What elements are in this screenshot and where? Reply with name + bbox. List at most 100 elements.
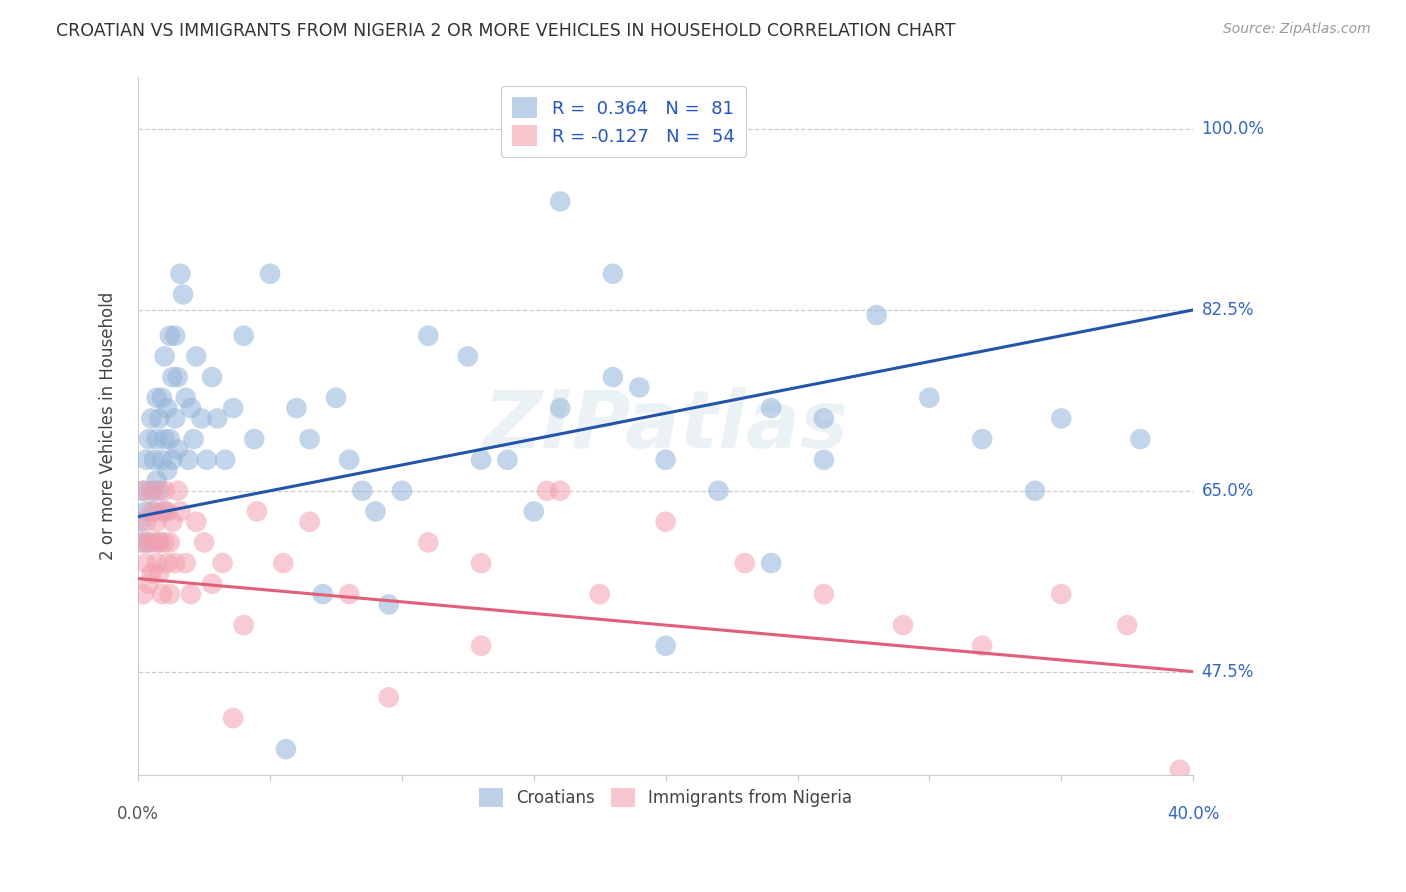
Point xyxy=(628,380,651,394)
Point xyxy=(132,483,155,498)
Point xyxy=(813,587,835,601)
Point xyxy=(162,515,184,529)
Point xyxy=(337,452,360,467)
Point xyxy=(148,535,170,549)
Point xyxy=(470,556,492,570)
Point xyxy=(143,483,166,498)
Point xyxy=(391,483,413,498)
Point xyxy=(1116,618,1139,632)
Point xyxy=(148,411,170,425)
Text: ZIPatlas: ZIPatlas xyxy=(484,387,848,466)
Point xyxy=(132,535,155,549)
Y-axis label: 2 or more Vehicles in Household: 2 or more Vehicles in Household xyxy=(100,292,117,560)
Point xyxy=(150,587,173,601)
Point xyxy=(148,483,170,498)
Point xyxy=(135,556,157,570)
Point xyxy=(654,452,676,467)
Point xyxy=(536,483,558,498)
Point xyxy=(162,452,184,467)
Point xyxy=(1050,411,1073,425)
Point xyxy=(145,515,167,529)
Point xyxy=(222,401,245,416)
Text: 40.0%: 40.0% xyxy=(1167,805,1219,823)
Point xyxy=(141,566,163,581)
Point xyxy=(169,504,191,518)
Point xyxy=(129,535,152,549)
Point xyxy=(418,328,440,343)
Point xyxy=(145,474,167,488)
Point xyxy=(141,411,163,425)
Text: 100.0%: 100.0% xyxy=(1202,120,1264,138)
Point xyxy=(166,442,188,457)
Point xyxy=(274,742,297,756)
Point xyxy=(298,432,321,446)
Point xyxy=(159,535,181,549)
Point xyxy=(143,504,166,518)
Point xyxy=(150,504,173,518)
Point xyxy=(1024,483,1046,498)
Point xyxy=(156,401,179,416)
Point xyxy=(135,515,157,529)
Point xyxy=(186,350,208,364)
Point xyxy=(211,556,233,570)
Legend: Croatians, Immigrants from Nigeria: Croatians, Immigrants from Nigeria xyxy=(471,780,860,815)
Point xyxy=(602,267,624,281)
Point xyxy=(707,483,730,498)
Point xyxy=(418,535,440,549)
Point xyxy=(165,556,187,570)
Point xyxy=(866,308,889,322)
Point xyxy=(183,432,205,446)
Text: 47.5%: 47.5% xyxy=(1202,663,1254,681)
Point xyxy=(165,328,187,343)
Point xyxy=(1168,763,1191,777)
Point xyxy=(470,639,492,653)
Point xyxy=(312,587,335,601)
Point xyxy=(190,411,212,425)
Point xyxy=(138,432,160,446)
Point xyxy=(174,391,197,405)
Point xyxy=(201,576,224,591)
Point xyxy=(138,535,160,549)
Point xyxy=(162,370,184,384)
Point xyxy=(153,535,176,549)
Point xyxy=(159,587,181,601)
Point xyxy=(972,639,994,653)
Point xyxy=(548,401,571,416)
Point xyxy=(246,504,269,518)
Point xyxy=(214,452,236,467)
Point xyxy=(141,504,163,518)
Point xyxy=(153,504,176,518)
Point xyxy=(143,452,166,467)
Point xyxy=(325,391,347,405)
Point xyxy=(496,452,519,467)
Point xyxy=(172,287,194,301)
Point xyxy=(166,370,188,384)
Point xyxy=(169,267,191,281)
Point xyxy=(156,504,179,518)
Point xyxy=(159,328,181,343)
Point xyxy=(148,566,170,581)
Point xyxy=(1050,587,1073,601)
Text: CROATIAN VS IMMIGRANTS FROM NIGERIA 2 OR MORE VEHICLES IN HOUSEHOLD CORRELATION : CROATIAN VS IMMIGRANTS FROM NIGERIA 2 OR… xyxy=(56,22,956,40)
Point xyxy=(153,432,176,446)
Point xyxy=(166,483,188,498)
Point xyxy=(654,639,676,653)
Point xyxy=(457,350,479,364)
Point xyxy=(150,391,173,405)
Point xyxy=(156,463,179,477)
Point xyxy=(548,194,571,209)
Point xyxy=(186,515,208,529)
Point xyxy=(259,267,281,281)
Point xyxy=(271,556,294,570)
Text: 65.0%: 65.0% xyxy=(1202,482,1254,500)
Point xyxy=(174,556,197,570)
Point xyxy=(222,711,245,725)
Point xyxy=(918,391,941,405)
Point xyxy=(145,432,167,446)
Point xyxy=(135,504,157,518)
Point xyxy=(602,370,624,384)
Point xyxy=(153,350,176,364)
Text: 0.0%: 0.0% xyxy=(117,805,159,823)
Point xyxy=(141,483,163,498)
Point xyxy=(1129,432,1152,446)
